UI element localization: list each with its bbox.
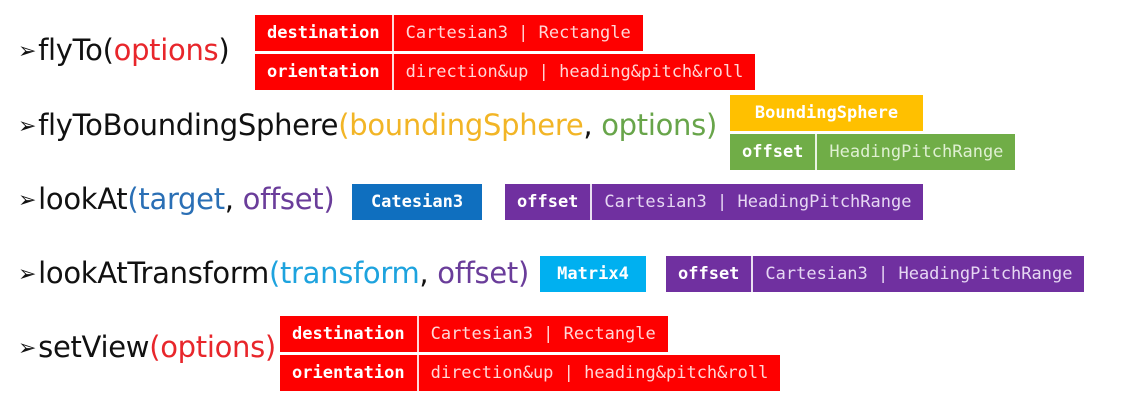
method-name: flyTo bbox=[38, 33, 103, 67]
method-flytoboundingsphere-signature: ➢flyToBoundingSphere(boundingSphere, opt… bbox=[18, 108, 717, 142]
tag-setview-destination: destination Cartesian3 | Rectangle bbox=[280, 316, 668, 352]
tag-key: orientation bbox=[292, 363, 405, 383]
comma: , bbox=[419, 256, 438, 290]
tag-value: HeadingPitchRange bbox=[829, 142, 1004, 162]
param-target: target bbox=[138, 182, 225, 216]
method-name: lookAtTransform bbox=[38, 256, 269, 290]
tag-lat-offset: offset Cartesian3 | HeadingPitchRange bbox=[666, 256, 1085, 292]
comma: , bbox=[224, 182, 243, 216]
method-lookat-signature: ➢lookAt(target, offset) bbox=[18, 182, 335, 216]
bullet-arrow-icon: ➢ bbox=[18, 262, 37, 287]
tag-divider bbox=[590, 184, 593, 220]
tag-fbs-offset: offset HeadingPitchRange bbox=[730, 134, 1016, 170]
bullet-arrow-icon: ➢ bbox=[18, 114, 37, 139]
paren-open: ( bbox=[338, 108, 350, 142]
method-name: flyToBoundingSphere bbox=[38, 108, 339, 142]
tag-setview-orientation: orientation direction&up | heading&pitch&… bbox=[280, 355, 781, 391]
paren-open: ( bbox=[268, 256, 280, 290]
tag-divider bbox=[391, 15, 394, 51]
tag-divider bbox=[416, 316, 419, 352]
tag-value: Cartesian3 | HeadingPitchRange bbox=[604, 192, 912, 212]
paren-close: ) bbox=[323, 182, 335, 216]
tag-flyto-orientation: orientation direction&up | heading&pitch&… bbox=[255, 54, 756, 90]
tag-key: offset bbox=[742, 142, 804, 162]
tag-key: destination bbox=[267, 23, 380, 43]
bullet-arrow-icon: ➢ bbox=[18, 336, 37, 361]
tag-divider bbox=[391, 54, 394, 90]
paren-open: ( bbox=[149, 330, 161, 364]
param-offset: offset bbox=[437, 256, 518, 290]
tag-divider bbox=[416, 355, 419, 391]
method-name: setView bbox=[38, 330, 150, 364]
tag-key: offset bbox=[517, 192, 579, 212]
method-setview-signature: ➢setView(options) bbox=[18, 330, 276, 364]
tag-key: offset bbox=[678, 264, 740, 284]
method-lookattransform-signature: ➢lookAtTransform(transform, offset) bbox=[18, 256, 529, 290]
bullet-arrow-icon: ➢ bbox=[18, 39, 37, 64]
tag-boundingsphere: BoundingSphere bbox=[730, 95, 923, 131]
param-transform: transform bbox=[279, 256, 420, 290]
paren-close: ) bbox=[218, 33, 230, 67]
bullet-arrow-icon: ➢ bbox=[18, 188, 37, 213]
method-name: lookAt bbox=[38, 182, 128, 216]
param-options: options bbox=[160, 330, 265, 364]
paren-close: ) bbox=[517, 256, 529, 290]
tag-value: direction&up | heading&pitch&roll bbox=[405, 62, 744, 82]
paren-open: ( bbox=[102, 33, 114, 67]
tag-lookat-target: Catesian3 bbox=[352, 184, 482, 220]
tag-value: Cartesian3 | Rectangle bbox=[405, 23, 631, 43]
tag-value: Cartesian3 | Rectangle bbox=[430, 324, 656, 344]
method-flyto-signature: ➢flyTo(options) bbox=[18, 33, 230, 67]
tag-lat-transform: Matrix4 bbox=[540, 256, 646, 292]
tag-flyto-destination: destination Cartesian3 | Rectangle bbox=[255, 15, 643, 51]
param-boundingsphere: boundingSphere bbox=[349, 108, 584, 142]
param-options: options bbox=[113, 33, 219, 67]
param-options: options bbox=[601, 108, 706, 142]
tag-value: direction&up | heading&pitch&roll bbox=[430, 363, 769, 383]
tag-lookat-offset: offset Cartesian3 | HeadingPitchRange bbox=[505, 184, 924, 220]
comma: , bbox=[583, 108, 602, 142]
paren-close: ) bbox=[705, 108, 717, 142]
tag-key: destination bbox=[292, 324, 405, 344]
paren-close: ) bbox=[264, 330, 276, 364]
tag-divider bbox=[815, 134, 818, 170]
tag-divider bbox=[751, 256, 754, 292]
tag-value: Cartesian3 | HeadingPitchRange bbox=[765, 264, 1073, 284]
tag-key: orientation bbox=[267, 62, 380, 82]
param-offset: offset bbox=[242, 182, 324, 216]
paren-open: ( bbox=[127, 182, 139, 216]
